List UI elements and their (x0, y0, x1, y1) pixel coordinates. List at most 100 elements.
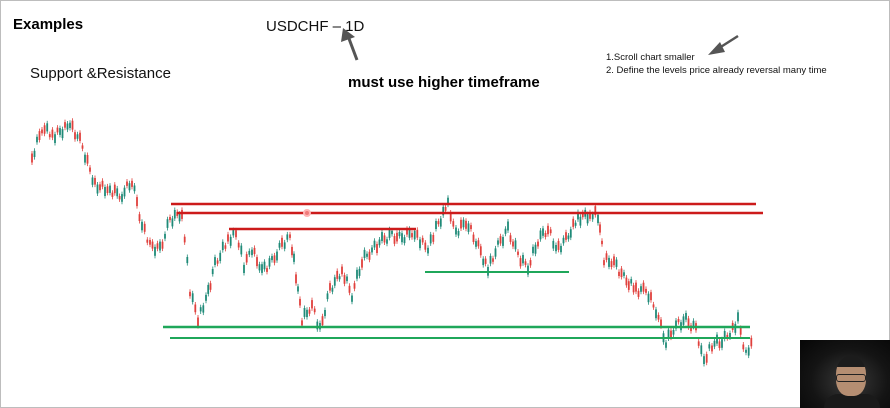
candle-body (289, 234, 291, 238)
candle-body (251, 249, 253, 256)
candle-body (136, 197, 138, 207)
candle-body (276, 251, 278, 261)
candle-body (128, 183, 131, 191)
candle-body (281, 237, 283, 247)
candle-body (295, 274, 297, 284)
candle-body (113, 184, 116, 194)
candle-body (672, 330, 675, 335)
candle-body (565, 232, 567, 240)
candle-body (650, 292, 652, 301)
candle-body (544, 233, 547, 237)
candle-body (286, 234, 289, 240)
candle-body (256, 257, 258, 267)
candle-body (133, 185, 136, 192)
candle-body (61, 129, 64, 139)
candle-body (677, 319, 680, 323)
candle-body (81, 145, 84, 149)
candle-body (419, 239, 421, 249)
candle-body (708, 344, 711, 349)
candle-body (91, 177, 94, 185)
support-levels (163, 271, 750, 339)
candle-body (442, 206, 445, 216)
candle-body (361, 259, 363, 268)
candle-body (537, 241, 539, 247)
candle-body (321, 316, 324, 326)
candle-body (219, 252, 222, 261)
candle-body (605, 253, 608, 260)
candle-body (297, 286, 299, 292)
candle-body (645, 288, 647, 293)
candle-body (303, 308, 306, 317)
candle-body (76, 134, 79, 139)
candle-body (376, 244, 378, 253)
candle-body (460, 219, 462, 229)
candle-body (729, 333, 731, 338)
candle-body (33, 150, 36, 157)
candlestick-series (31, 118, 753, 367)
candle-body (224, 245, 227, 249)
candle-body (497, 240, 499, 245)
candle-body (253, 247, 256, 255)
candle-body (726, 334, 729, 339)
candle-body (326, 293, 329, 300)
candle-body (482, 258, 485, 266)
candle-body (207, 284, 210, 294)
candle-body (517, 251, 519, 255)
candle-body (403, 237, 406, 244)
candle-body (243, 264, 245, 273)
candle-body (529, 260, 532, 266)
candle-body (413, 230, 416, 240)
candle-body (346, 276, 348, 282)
candle-body (66, 123, 69, 130)
candle-body (549, 229, 552, 234)
slide-title: Examples (13, 16, 84, 33)
candle-body (171, 218, 174, 227)
candle-body (316, 321, 319, 330)
candle-body (396, 232, 398, 242)
candle-body (373, 240, 376, 248)
candle-body (713, 340, 716, 347)
candle-body (94, 178, 96, 185)
candle-body (462, 219, 465, 228)
candle-body (131, 180, 133, 187)
candle-body (711, 345, 713, 352)
candle-body (509, 235, 512, 242)
candle-body (642, 282, 645, 292)
candle-body (599, 224, 601, 233)
candle-body (716, 334, 718, 344)
candle-body (477, 240, 480, 247)
candle-body (31, 153, 33, 163)
candle-body (291, 246, 293, 256)
candle-body (652, 304, 655, 308)
candle-body (721, 339, 723, 348)
candle-body (640, 286, 642, 292)
candle-body (41, 129, 43, 134)
candle-body (494, 248, 497, 257)
candle-body (507, 221, 509, 231)
candle-body (106, 186, 109, 193)
candle-body (623, 272, 625, 276)
candle-body (685, 313, 687, 320)
instruction-steps: 1.Scroll chart smaller 2. Define the lev… (606, 51, 827, 77)
candle-body (586, 214, 589, 224)
candle-body (539, 230, 542, 240)
candle-body (560, 245, 562, 253)
candle-body (116, 188, 119, 197)
candle-body (271, 256, 273, 261)
presenter-webcam (800, 340, 890, 408)
candle-body (64, 122, 66, 128)
candle-body (562, 237, 565, 244)
candle-body (742, 344, 745, 350)
candle-body (569, 229, 572, 238)
candle-body (351, 295, 353, 302)
candle-body (603, 260, 605, 266)
candle-body (164, 233, 166, 239)
candle-body (552, 240, 555, 249)
candle-body (278, 242, 281, 248)
candle-body (371, 247, 373, 253)
candle-body (484, 258, 487, 264)
candle-body (368, 251, 371, 260)
candle-body (594, 206, 597, 216)
candle-body (391, 230, 393, 235)
